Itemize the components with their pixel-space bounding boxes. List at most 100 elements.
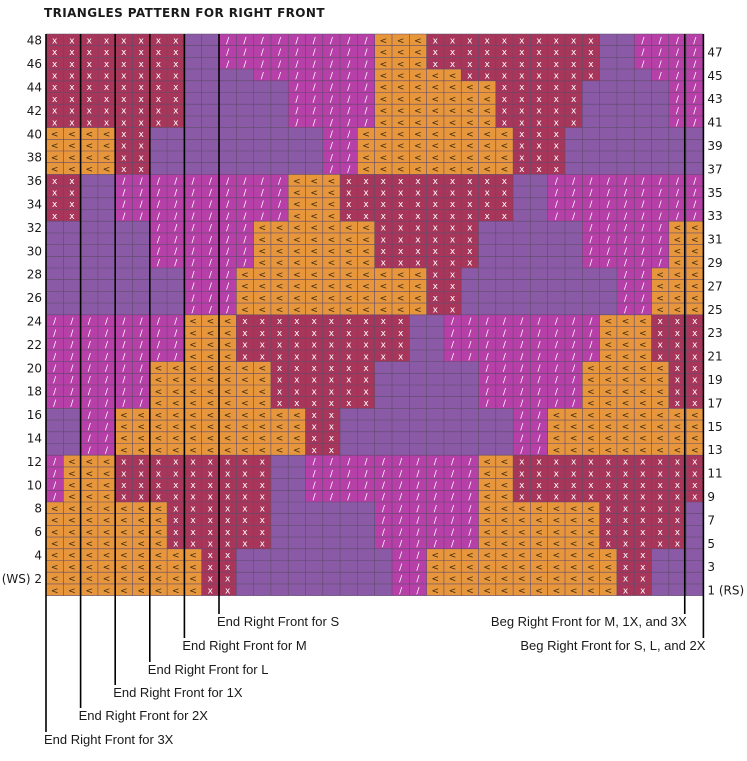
- cell-symbol: x: [311, 399, 317, 409]
- chart-cell: [547, 478, 565, 491]
- chart-cell: [236, 291, 254, 304]
- chart-cell: [115, 326, 133, 339]
- chart-cell: [236, 431, 254, 444]
- cell-symbol: /: [243, 235, 247, 245]
- cell-symbol: /: [226, 200, 230, 210]
- chart-cell: [443, 560, 462, 573]
- cell-symbol: x: [225, 528, 231, 538]
- cell-symbol: <: [241, 376, 249, 386]
- chart-cell: [167, 338, 185, 350]
- cell-symbol: <: [518, 563, 526, 573]
- chart-cell: [305, 338, 323, 350]
- cell-symbol: x: [156, 60, 162, 70]
- chart-cell: [97, 209, 116, 222]
- chart-cell: [651, 385, 669, 397]
- chart-cell: [132, 174, 150, 187]
- chart-cell: [63, 139, 81, 151]
- cell-symbol: x: [381, 259, 387, 269]
- chart-cell: [305, 396, 323, 409]
- cell-symbol: <: [120, 504, 128, 514]
- cell-symbol: x: [208, 516, 214, 526]
- cell-symbol: x: [242, 539, 248, 549]
- cell-symbol: /: [589, 177, 593, 187]
- cell-symbol: <: [604, 422, 612, 432]
- cell-symbol: x: [225, 504, 231, 514]
- chart-cell: [565, 349, 583, 362]
- chart-cell: [426, 443, 444, 456]
- cell-symbol: <: [137, 434, 145, 444]
- chart-cell: [340, 139, 358, 151]
- chart-cell: [149, 396, 168, 409]
- chart-cell: [686, 455, 704, 467]
- cell-symbol: <: [207, 387, 215, 397]
- chart-cell: [305, 80, 323, 93]
- cell-symbol: x: [138, 36, 144, 46]
- chart-cell: [547, 420, 565, 432]
- cell-symbol: x: [87, 118, 93, 128]
- chart-cell: [149, 209, 168, 222]
- chart-cell: [270, 80, 289, 93]
- cell-symbol: <: [483, 458, 491, 468]
- chart-cell: [634, 373, 652, 385]
- cell-symbol: <: [362, 165, 370, 175]
- row-label-right: 33: [707, 209, 722, 223]
- chart-cell: [46, 232, 64, 245]
- cell-symbol: <: [431, 83, 439, 93]
- chart-cell: [634, 162, 652, 175]
- cell-symbol: <: [137, 504, 145, 514]
- chart-cell: [80, 151, 98, 163]
- cell-symbol: <: [553, 551, 561, 561]
- chart-cell: [167, 268, 185, 280]
- chart-cell: [149, 69, 168, 81]
- cell-symbol: /: [572, 188, 576, 198]
- chart-cell: [478, 525, 496, 538]
- cell-symbol: /: [330, 36, 334, 46]
- chart-cell: [63, 525, 81, 538]
- chart-cell: [322, 186, 341, 198]
- chart-cell: [80, 349, 98, 362]
- chart-cell: [80, 162, 98, 175]
- chart-cell: [149, 139, 168, 151]
- chart-cell: [495, 115, 514, 128]
- cell-symbol: /: [122, 352, 126, 362]
- cell-symbol: <: [310, 305, 318, 315]
- chart-cell: [374, 572, 392, 584]
- cell-symbol: <: [120, 551, 128, 561]
- chart-cell: [270, 209, 289, 222]
- chart-cell: [63, 244, 81, 257]
- chart-cell: [305, 373, 323, 385]
- cell-symbol: <: [518, 504, 526, 514]
- cell-symbol: x: [467, 224, 473, 234]
- cell-symbol: /: [399, 528, 403, 538]
- chart-cell: [357, 151, 375, 163]
- chart-cell: [288, 478, 306, 491]
- chart-cell: [322, 268, 341, 280]
- cell-symbol: x: [190, 528, 196, 538]
- chart-cell: [236, 104, 254, 116]
- cell-symbol: x: [190, 458, 196, 468]
- cell-symbol: /: [347, 165, 351, 175]
- cell-symbol: x: [623, 481, 629, 491]
- chart-cell: [132, 92, 150, 105]
- chart-cell: [253, 127, 271, 140]
- cell-symbol: /: [88, 376, 92, 386]
- cell-symbol: x: [675, 387, 681, 397]
- chart-cell: [634, 548, 652, 561]
- cell-symbol: <: [207, 446, 215, 456]
- chart-cell: [46, 326, 64, 339]
- chart-cell: [634, 513, 652, 526]
- cell-symbol: /: [157, 329, 161, 339]
- chart-cell: [374, 478, 392, 491]
- chart-cell: [132, 537, 150, 549]
- chart-cell: [340, 548, 358, 561]
- cell-symbol: x: [398, 329, 404, 339]
- cell-symbol: <: [466, 130, 474, 140]
- chart-cell: [582, 115, 600, 128]
- chart-cell: [426, 548, 444, 561]
- chart-cell: [409, 548, 427, 561]
- cell-symbol: /: [607, 177, 611, 187]
- chart-cell: [530, 502, 548, 514]
- chart-cell: [46, 45, 64, 58]
- chart-cell: [634, 396, 652, 409]
- chart-cell: [461, 197, 479, 210]
